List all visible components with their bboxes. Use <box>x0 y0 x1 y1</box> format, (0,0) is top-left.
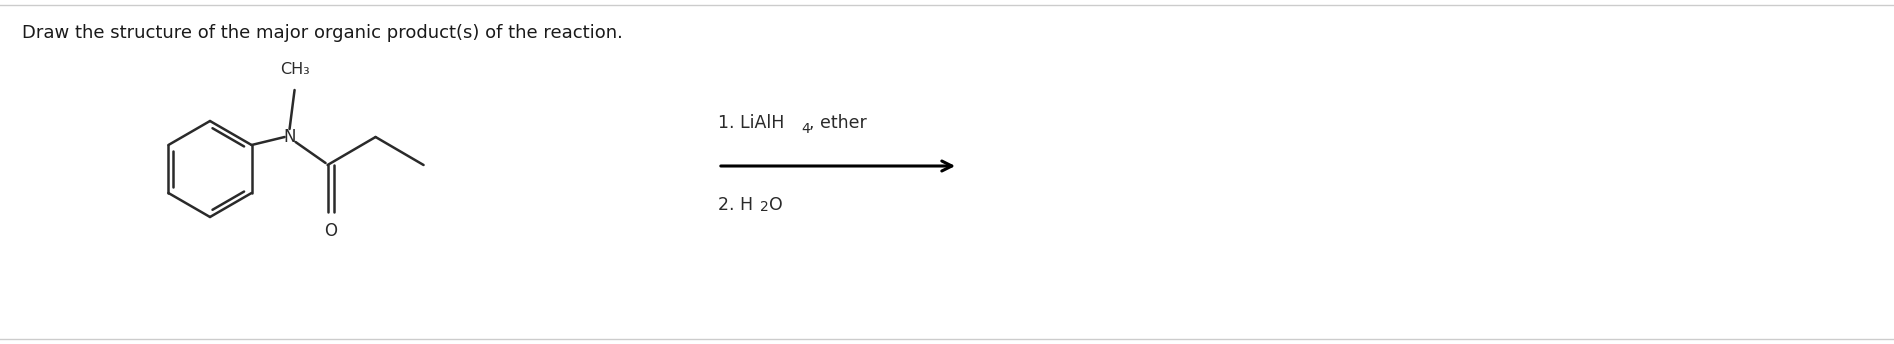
Text: , ether: , ether <box>809 114 867 132</box>
Text: 4: 4 <box>801 122 811 136</box>
Text: 2. H: 2. H <box>718 196 754 214</box>
Text: CH₃: CH₃ <box>280 62 309 77</box>
Text: Draw the structure of the major organic product(s) of the reaction.: Draw the structure of the major organic … <box>23 24 623 42</box>
Text: N: N <box>284 128 295 146</box>
Text: O: O <box>324 222 337 240</box>
Text: 1. LiAlH: 1. LiAlH <box>718 114 784 132</box>
Text: O: O <box>769 196 782 214</box>
Text: 2: 2 <box>759 200 769 214</box>
